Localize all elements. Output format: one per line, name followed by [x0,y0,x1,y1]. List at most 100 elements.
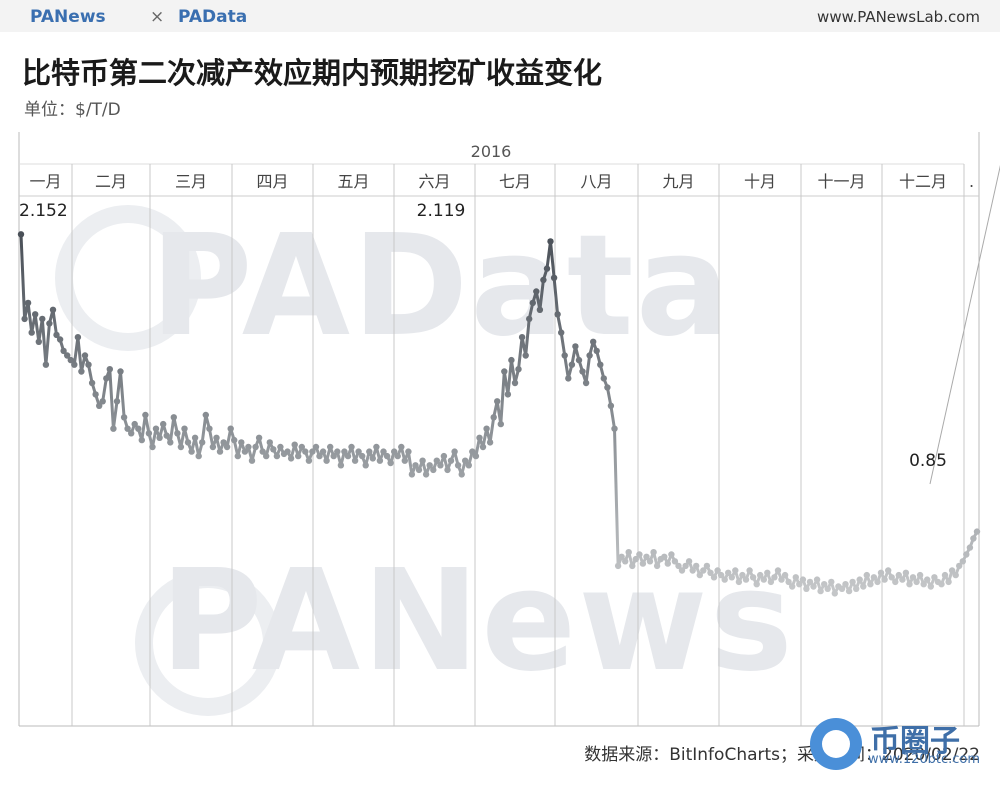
data-point [522,352,529,359]
data-point [874,578,881,586]
data-point [156,434,163,441]
data-point [810,583,817,590]
data-point [85,361,92,368]
data-point [600,375,607,382]
data-point [195,452,202,460]
data-point [355,448,362,455]
data-point [892,578,899,586]
data-point [970,535,977,542]
data-point [337,462,345,469]
data-point [163,432,170,439]
data-label: 2.119 [417,201,466,221]
data-point [330,452,337,460]
data-point [735,578,743,586]
data-point [899,576,906,583]
data-point [700,567,707,574]
data-point [380,448,387,455]
data-point [913,578,920,586]
data-point [533,288,540,295]
data-point [184,439,192,446]
data-point [863,571,870,579]
data-point [447,457,455,464]
data-point [771,574,778,581]
data-point [145,430,153,437]
data-point [188,448,195,455]
data-point [838,585,846,592]
data-point [707,569,714,576]
data-point [671,558,679,565]
data-point [774,567,782,574]
data-point [792,574,799,581]
month-tick-label: 一月 [29,172,61,191]
data-point [284,448,291,455]
data-point [668,551,675,558]
data-point [821,581,828,588]
data-point [369,455,376,462]
data-point [853,585,860,592]
data-point [675,562,682,570]
data-point [511,379,519,387]
data-point [319,448,327,455]
data-point [430,466,437,474]
data-point [152,425,160,432]
data-point [597,361,604,368]
data-point [622,558,629,565]
data-point [579,368,586,375]
data-point [469,448,476,455]
data-point [582,379,590,387]
data-point [351,457,359,464]
data-point [422,471,430,478]
data-point [760,576,767,583]
data-point [131,420,138,428]
data-point [383,452,391,460]
data-point [749,574,757,581]
data-point [223,443,231,451]
data-point [334,448,341,455]
data-point [767,578,775,586]
data-point [266,439,273,446]
data-point [781,571,789,579]
data-point [785,578,792,586]
data-point [415,466,423,474]
data-point [401,457,408,464]
data-point [483,425,490,432]
data-point [543,265,551,272]
data-point [394,452,401,460]
data-point [764,569,771,576]
data-point [177,443,185,451]
data-point [728,574,735,581]
data-point [199,439,206,446]
data-point [366,448,373,455]
data-point [885,567,892,574]
data-point [938,581,945,588]
data-point [931,574,938,581]
data-point [167,439,174,446]
data-point [710,574,718,581]
data-point [856,576,863,583]
data-point [39,315,46,323]
data-point [273,452,281,460]
data-point [128,430,135,437]
data-point [472,452,480,460]
data-point [202,411,209,419]
data-point [916,571,924,579]
data-point [565,375,572,382]
data-point [806,578,814,586]
chart-title: 比特币第二次减产效应期内预期挖矿收益变化 [22,56,603,90]
data-point [927,583,934,590]
data-point [963,551,970,558]
header-bar: PANews × PAData www.PANewsLab.com [0,0,1000,32]
data-point [693,562,700,570]
data-point [860,583,867,590]
data-point [24,299,32,307]
month-tick-label: 二月 [95,172,127,191]
data-point [291,441,298,448]
data-label: 0.85 [909,451,947,471]
data-point [63,352,71,359]
data-point [778,576,785,583]
data-point [149,443,156,451]
data-point [746,567,753,574]
data-point [21,315,28,323]
data-point [476,434,483,441]
data-point [391,448,398,455]
